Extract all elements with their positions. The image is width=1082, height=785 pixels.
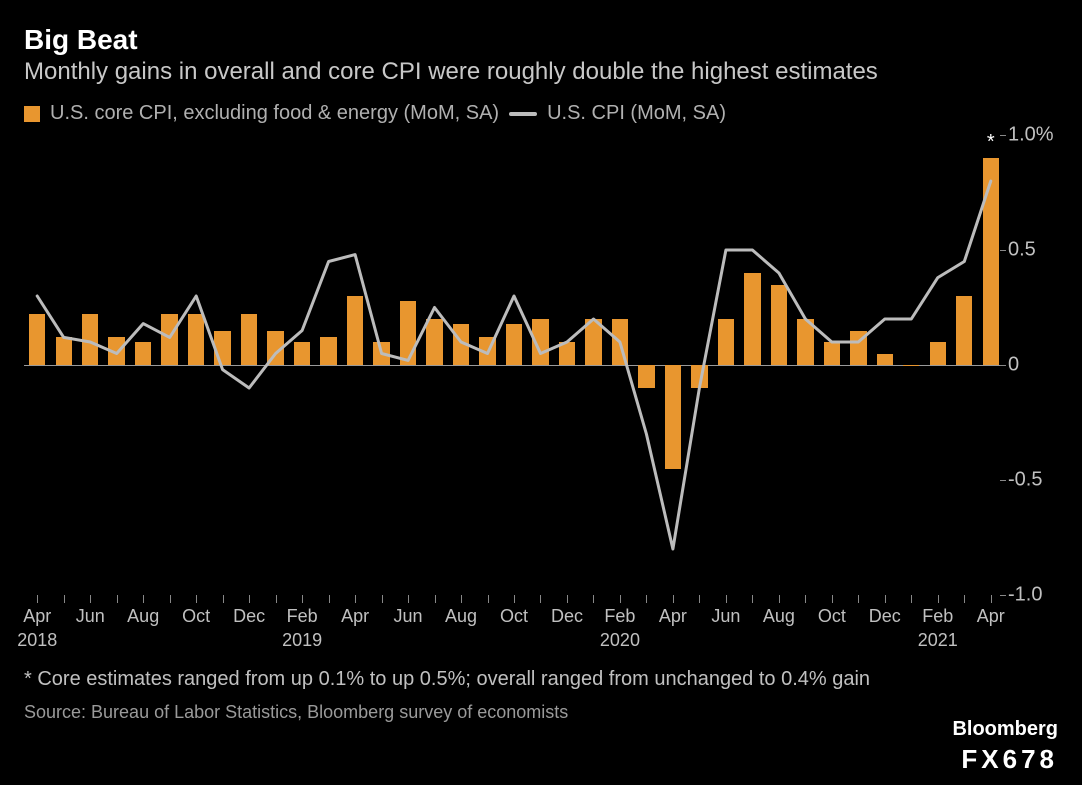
line-series	[24, 135, 1004, 595]
x-tick-mark	[435, 595, 436, 603]
x-tick-label: Dec	[233, 606, 265, 627]
x-tick-label: Jun	[76, 606, 105, 627]
x-tick-mark	[699, 595, 700, 603]
x-tick-label: Feb	[287, 606, 318, 627]
x-tick-year: 2020	[600, 630, 640, 651]
x-tick-mark	[964, 595, 965, 603]
x-tick-year: 2021	[918, 630, 958, 651]
y-tick-mark	[1000, 480, 1006, 481]
x-tick-mark	[911, 595, 912, 603]
y-tick-mark	[1000, 250, 1006, 251]
y-tick-mark	[1000, 595, 1006, 596]
x-tick-label: Oct	[500, 606, 528, 627]
x-tick-mark	[673, 595, 674, 603]
y-tick-label: 0	[1008, 354, 1019, 377]
x-tick-label: Dec	[869, 606, 901, 627]
x-tick-label: Aug	[445, 606, 477, 627]
legend-bar-swatch	[24, 106, 40, 122]
plot-area: *	[24, 135, 1004, 595]
x-tick-mark	[408, 595, 409, 603]
chart-legend: U.S. core CPI, excluding food & energy (…	[24, 102, 726, 125]
x-tick-label: Apr	[23, 606, 51, 627]
x-tick-mark	[329, 595, 330, 603]
x-tick-mark	[461, 595, 462, 603]
x-tick-mark	[858, 595, 859, 603]
y-tick-label: -0.5	[1008, 469, 1042, 492]
x-tick-mark	[885, 595, 886, 603]
x-tick-label: Oct	[182, 606, 210, 627]
y-tick-mark	[1000, 135, 1006, 136]
y-tick-mark	[1000, 365, 1006, 366]
x-tick-label: Dec	[551, 606, 583, 627]
x-tick-mark	[593, 595, 594, 603]
x-tick-mark	[752, 595, 753, 603]
x-tick-label: Aug	[127, 606, 159, 627]
x-tick-mark	[514, 595, 515, 603]
x-tick-mark	[302, 595, 303, 603]
x-tick-label: Jun	[711, 606, 740, 627]
x-tick-label: Jun	[394, 606, 423, 627]
x-tick-label: Feb	[922, 606, 953, 627]
x-tick-mark	[832, 595, 833, 603]
x-tick-label: Apr	[341, 606, 369, 627]
x-tick-mark	[805, 595, 806, 603]
legend-line-label: U.S. CPI (MoM, SA)	[547, 102, 726, 125]
y-tick-label: 0.5	[1008, 239, 1036, 262]
x-tick-mark	[991, 595, 992, 603]
brand-label: Bloomberg	[952, 718, 1058, 741]
x-tick-mark	[249, 595, 250, 603]
x-tick-year: 2018	[17, 630, 57, 651]
x-tick-label: Aug	[763, 606, 795, 627]
x-tick-mark	[540, 595, 541, 603]
x-tick-mark	[37, 595, 38, 603]
x-tick-mark	[223, 595, 224, 603]
x-tick-mark	[117, 595, 118, 603]
x-tick-mark	[567, 595, 568, 603]
chart-source: Source: Bureau of Labor Statistics, Bloo…	[24, 702, 568, 723]
chart-title: Big Beat	[24, 24, 138, 56]
y-axis: 1.0%0.50-0.5-1.0	[1008, 135, 1068, 595]
x-tick-label: Apr	[659, 606, 687, 627]
x-tick-mark	[488, 595, 489, 603]
chart-footnote: * Core estimates ranged from up 0.1% to …	[24, 668, 870, 691]
x-tick-year: 2019	[282, 630, 322, 651]
cpi-chart-card: Big Beat Monthly gains in overall and co…	[0, 0, 1082, 785]
x-tick-label: Apr	[977, 606, 1005, 627]
annotation-star: *	[987, 131, 995, 154]
x-tick-mark	[90, 595, 91, 603]
x-tick-mark	[143, 595, 144, 603]
legend-bar-label: U.S. core CPI, excluding food & energy (…	[50, 102, 499, 125]
x-tick-mark	[620, 595, 621, 603]
x-tick-mark	[196, 595, 197, 603]
x-tick-mark	[64, 595, 65, 603]
x-tick-mark	[355, 595, 356, 603]
legend-line-swatch	[509, 112, 537, 116]
chart-subtitle: Monthly gains in overall and core CPI we…	[24, 58, 878, 86]
x-tick-label: Oct	[818, 606, 846, 627]
watermark: FX678	[961, 744, 1058, 775]
y-tick-label: -1.0	[1008, 584, 1042, 607]
x-tick-mark	[382, 595, 383, 603]
x-tick-label: Feb	[604, 606, 635, 627]
x-tick-mark	[276, 595, 277, 603]
x-tick-mark	[726, 595, 727, 603]
x-tick-mark	[170, 595, 171, 603]
y-tick-label: 1.0%	[1008, 124, 1054, 147]
x-tick-mark	[779, 595, 780, 603]
x-tick-mark	[938, 595, 939, 603]
x-tick-mark	[646, 595, 647, 603]
